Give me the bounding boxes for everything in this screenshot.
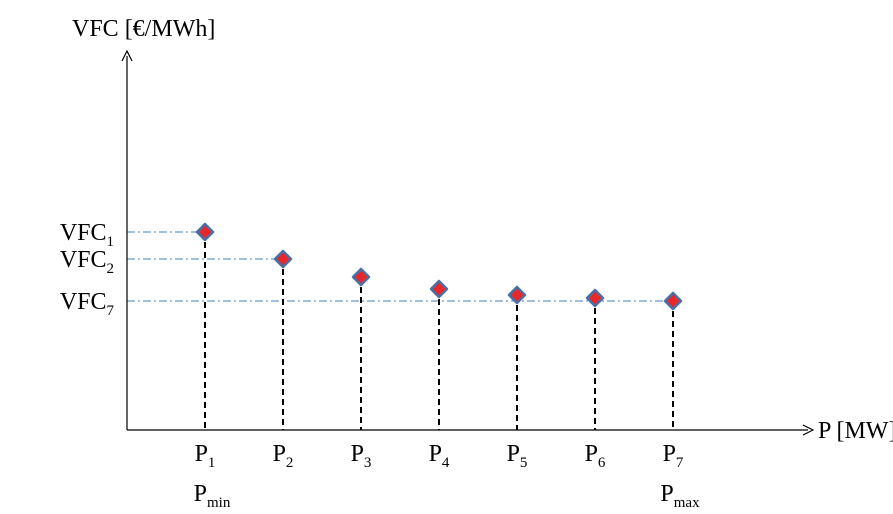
data-point-7 bbox=[663, 291, 683, 311]
guides-layer bbox=[127, 231, 673, 302]
data-point-6 bbox=[585, 288, 605, 308]
data-point-4 bbox=[429, 279, 449, 299]
x-tick-p6: P6 bbox=[585, 441, 606, 471]
y-tick-vfc7: VFC7 bbox=[60, 289, 115, 319]
y-tick-vfc2: VFC2 bbox=[60, 247, 114, 277]
x-tick-pmin: Pmin bbox=[194, 481, 231, 511]
y-axis-label: VFC [€/MWh] bbox=[72, 16, 215, 42]
x-tick-p5: P5 bbox=[507, 441, 528, 471]
x-tick-p2: P2 bbox=[273, 441, 294, 471]
data-point-5 bbox=[507, 285, 527, 305]
x-axis-label: P [MW] bbox=[818, 418, 893, 444]
x-tick-p3: P3 bbox=[351, 441, 372, 471]
x-tick-labels: P1 Pmin P2 P3 P4 P5 P6 P7 Pmax bbox=[194, 441, 700, 511]
data-point-1 bbox=[195, 222, 215, 242]
x-tick-p1: P1 bbox=[195, 441, 216, 471]
y-tick-vfc1: VFC1 bbox=[60, 220, 114, 250]
drop-lines-layer bbox=[204, 232, 674, 430]
data-point-2 bbox=[273, 249, 293, 269]
points-layer bbox=[195, 222, 683, 311]
data-point-3 bbox=[351, 267, 371, 287]
x-tick-p7: P7 bbox=[663, 441, 684, 471]
x-tick-pmax: Pmax bbox=[660, 481, 700, 511]
x-tick-p4: P4 bbox=[429, 441, 450, 471]
